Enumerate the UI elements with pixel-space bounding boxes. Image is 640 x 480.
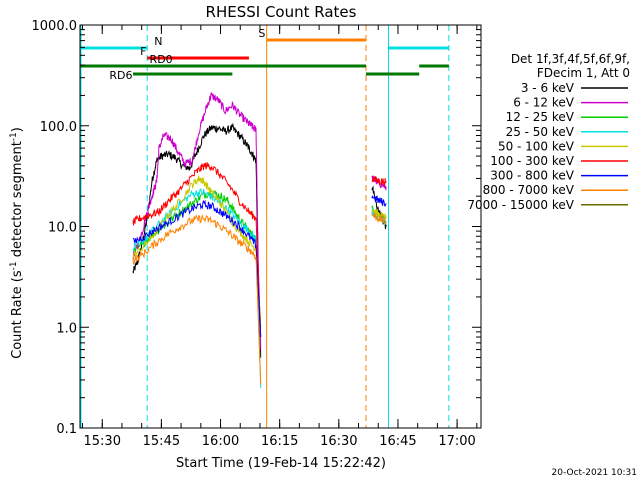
x-tick-label: 16:30 — [320, 434, 357, 449]
legend-header-detectors: Det 1f,3f,4f,5f,6f,9f, — [511, 52, 630, 66]
y-tick-label: 1000.0 — [32, 19, 78, 34]
chart-title: RHESSI Count Rates — [206, 3, 357, 21]
footer-timestamp: 20-Oct-2021 10:31 — [552, 468, 637, 478]
series-line-800-7000-kev-late — [371, 211, 387, 225]
legend-label: 6 - 12 keV — [513, 96, 575, 110]
legend-label: 12 - 25 keV — [506, 110, 575, 124]
y-tick-label: 1.0 — [56, 321, 77, 336]
series-line-25-50-kev — [132, 188, 262, 388]
flag-label-rd6: RD6 — [109, 69, 132, 82]
series-line-300-800-kev — [132, 199, 262, 338]
legend-label: 25 - 50 keV — [506, 125, 575, 139]
x-tick-label: 16:15 — [261, 434, 298, 449]
x-tick-label: 16:00 — [202, 434, 239, 449]
y-axis-label: Count Rate (s-1 detector segment-1) — [9, 127, 25, 359]
x-tick-label: 17:00 — [438, 434, 475, 449]
series-line-3-6-kev — [132, 122, 262, 358]
flag-label-n: N — [154, 35, 162, 48]
y-tick-label: 10.0 — [48, 221, 77, 236]
flag-label-rd0: RD0 — [150, 53, 173, 66]
x-tick-label: 16:45 — [379, 434, 416, 449]
series-line-800-7000-kev — [132, 214, 262, 385]
flag-label-s: S — [258, 27, 265, 40]
legend-label: 100 - 300 keV — [490, 154, 574, 168]
flag-label-f: F — [140, 45, 146, 58]
series-line-6-12-kev — [132, 92, 262, 350]
y-tick-label: 100.0 — [40, 120, 77, 135]
series-line-300-800-kev-late — [371, 195, 387, 207]
legend-label: 7000 - 15000 keV — [467, 198, 574, 212]
series-line-100-300-kev — [132, 162, 262, 338]
y-tick-label: 0.1 — [56, 422, 77, 437]
legend-label: 50 - 100 keV — [498, 139, 575, 153]
legend-header-decimation: FDecim 1, Att 0 — [537, 66, 630, 80]
legend-label: 800 - 7000 keV — [483, 183, 575, 197]
x-axis-label: Start Time (19-Feb-14 15:22:42) — [176, 456, 386, 471]
x-tick-label: 15:45 — [143, 434, 180, 449]
legend: Det 1f,3f,4f,5f,6f,9f, FDecim 1, Att 0 3… — [467, 52, 630, 212]
x-tick-label: 15:30 — [84, 434, 121, 449]
legend-label: 300 - 800 keV — [490, 169, 574, 183]
series-line-100-300-kev-late — [371, 175, 387, 188]
legend-label: 3 - 6 keV — [521, 81, 575, 95]
